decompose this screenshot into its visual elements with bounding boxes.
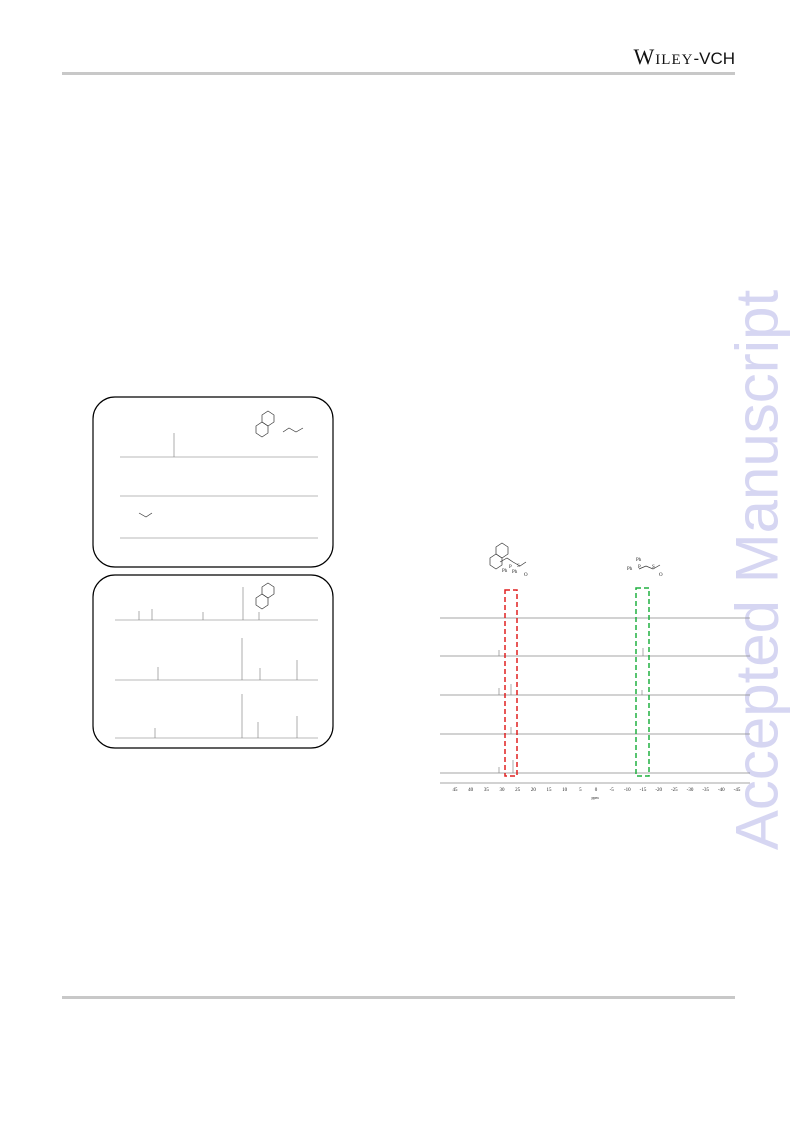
highlight-box <box>504 589 518 777</box>
axis-tick-label: 25 <box>515 788 521 793</box>
highlight-box <box>635 587 650 777</box>
spectra-left <box>115 433 318 739</box>
axis-tick-label: -30 <box>687 788 694 793</box>
axis-tick-label: 15 <box>547 788 553 793</box>
axis-tick-label: -35 <box>702 788 709 793</box>
label-s: S <box>652 565 655 570</box>
label-o: O <box>524 573 528 578</box>
label-p: P <box>509 565 512 570</box>
axis-tick-label: 20 <box>531 788 537 793</box>
logo-main: Wiley <box>633 44 694 69</box>
label-s: S <box>517 564 520 569</box>
label-p: P <box>638 565 641 570</box>
axis-tick-label: -10 <box>624 788 631 793</box>
axis-tick-label: 5 <box>579 788 582 793</box>
footer-rule <box>62 996 735 999</box>
axis-tick-label: 35 <box>484 788 490 793</box>
axis-tick-label: 45 <box>453 788 459 793</box>
axis-tick-label: -40 <box>718 788 725 793</box>
header-rule <box>62 72 735 75</box>
ligand-label: Ph P Ph S O <box>627 558 663 578</box>
axis-tick-label: -45 <box>734 788 741 793</box>
label-ph: Ph <box>636 558 642 563</box>
label-o: O <box>659 573 663 578</box>
axis-tick-label: -20 <box>655 788 662 793</box>
axis-tick-label: 0 <box>595 788 598 793</box>
panel-1h <box>92 574 334 749</box>
axis-tick-label: -15 <box>640 788 647 793</box>
label-ph: Ph <box>512 570 518 575</box>
axis-tick-label: 40 <box>468 788 474 793</box>
logo: Wiley-VCH <box>634 44 735 70</box>
axis-unit: ppm <box>591 795 599 800</box>
label-ph: Ph <box>502 569 508 574</box>
axis-tick-label: 30 <box>500 788 506 793</box>
axis-tick-label: -25 <box>671 788 678 793</box>
molecule-sketch <box>138 410 661 610</box>
label-ph: Ph <box>627 567 633 572</box>
axis-tick-label: 10 <box>562 788 568 793</box>
panel-31p <box>92 396 334 568</box>
axis-tick-label: -5 <box>610 788 615 793</box>
logo-suffix: -VCH <box>693 49 735 68</box>
complex-label: Ph P Ph S O <box>502 564 528 578</box>
spectra-right <box>440 617 750 784</box>
